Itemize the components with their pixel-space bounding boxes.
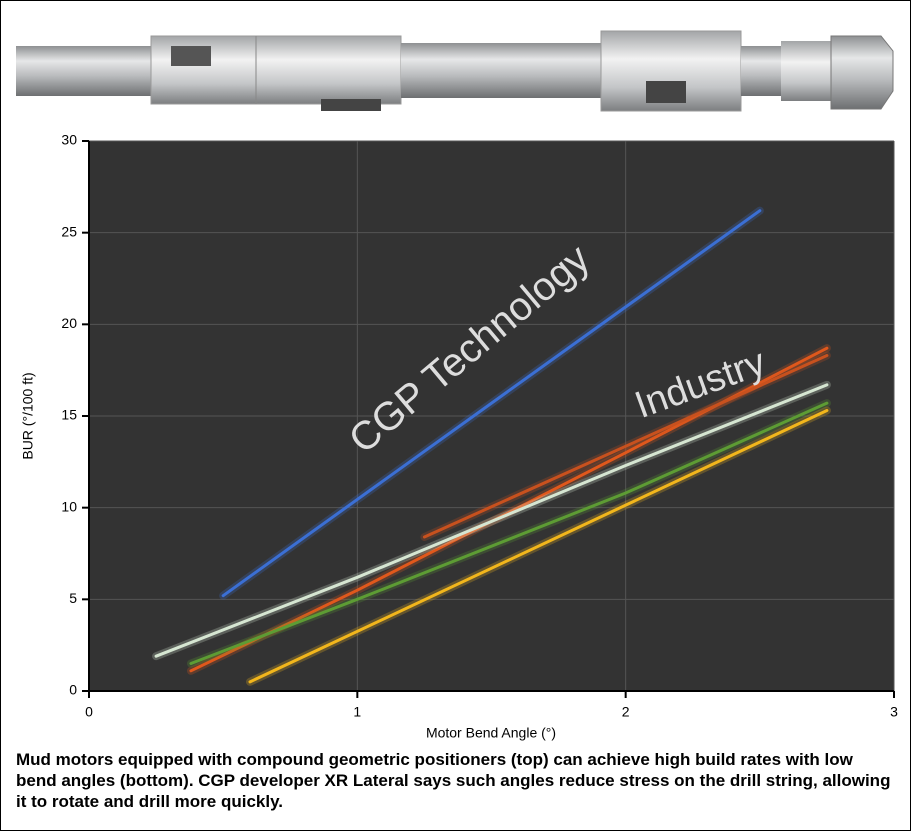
x-tick-label: 3: [890, 704, 898, 720]
y-tick-label: 0: [69, 682, 77, 698]
caption: Mud motors equipped with compound geomet…: [16, 749, 896, 812]
y-axis-label: BUR (°/100 ft): [20, 372, 36, 459]
x-axis-label: Motor Bend Angle (°): [426, 725, 556, 741]
x-tick-label: 2: [622, 704, 630, 720]
y-tick-label: 30: [61, 132, 77, 148]
y-tick-label: 15: [61, 407, 77, 423]
x-tick-label: 1: [353, 704, 361, 720]
y-tick-label: 5: [69, 590, 77, 606]
chart: CGP Technology Industry Motor Bend Angle…: [1, 1, 910, 746]
y-tick-label: 20: [61, 315, 77, 331]
drill-illustration: [16, 31, 893, 111]
y-tick-label: 10: [61, 498, 77, 514]
x-tick-label: 0: [85, 704, 93, 720]
figure: CGP Technology Industry Motor Bend Angle…: [0, 0, 911, 831]
y-tick-label: 25: [61, 223, 77, 239]
